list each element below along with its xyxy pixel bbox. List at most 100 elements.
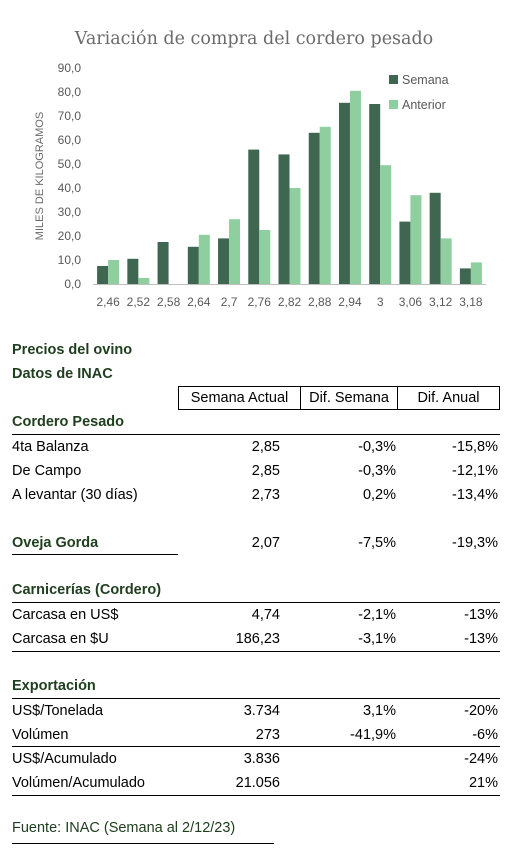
y-axis-label: MILES DE KILOGRAMOS xyxy=(34,112,46,240)
x-tick-label: 2,46 xyxy=(96,295,120,309)
cell-dif-anual: -13,4% xyxy=(452,487,498,503)
cell-dif-anual: -6% xyxy=(472,727,498,743)
cell-dif-anual: -13% xyxy=(464,607,498,623)
bar-semana xyxy=(369,104,381,284)
table-row: Volúmen 273 -41,9% -6% xyxy=(12,724,500,746)
x-tick-label: 2,58 xyxy=(157,295,181,309)
cell-dif-anual: -20% xyxy=(464,703,498,719)
x-tick-label: 3,06 xyxy=(399,295,423,309)
bar-anterior xyxy=(410,195,422,284)
x-tick-label: 3,18 xyxy=(459,295,483,309)
bar-semana xyxy=(97,266,109,284)
section-cordero-pesado: Cordero Pesado xyxy=(12,414,124,430)
section-exportacion: Exportación xyxy=(12,678,96,694)
legend-swatch-semana xyxy=(389,75,398,84)
cell-dif-semana: 3,1% xyxy=(362,703,396,719)
cell-actual: 21.056 xyxy=(235,775,280,791)
y-tick-label: 20,0 xyxy=(58,229,82,243)
bar-semana xyxy=(308,132,320,284)
bar-semana xyxy=(248,149,260,284)
x-tick-label: 2,64 xyxy=(187,295,211,309)
cell-dif-anual: -15,8% xyxy=(452,439,498,455)
table-row: A levantar (30 días) 2,73 0,2% -13,4% xyxy=(12,484,500,506)
row-label: US$/Tonelada xyxy=(12,703,104,719)
y-tick-label: 10,0 xyxy=(58,253,82,267)
x-tick-label: 2,76 xyxy=(248,295,272,309)
cell-dif-anual: -13% xyxy=(464,631,498,647)
row-label: Volúmen/Acumulado xyxy=(12,775,145,791)
row-label: Carcasa en $U xyxy=(12,631,109,647)
cell-dif-anual: -24% xyxy=(464,751,498,767)
legend-swatch-anterior xyxy=(389,100,398,109)
table-row: 4ta Balanza 2,85 -0,3% -15,8% xyxy=(12,436,500,458)
table-row: De Campo 2,85 -0,3% -12,1% xyxy=(12,460,500,482)
y-tick-label: 40,0 xyxy=(58,181,82,195)
table-row-oveja-gorda: Oveja Gorda 2,07 -7,5% -19,3% xyxy=(12,532,500,554)
section-oveja-gorda: Oveja Gorda xyxy=(12,535,99,551)
cell-actual: 2,73 xyxy=(251,487,280,503)
legend-label-semana: Semana xyxy=(402,73,449,87)
cell-dif-semana: -0,3% xyxy=(358,463,396,479)
bar-semana xyxy=(127,258,139,284)
x-tick-label: 3,12 xyxy=(429,295,453,309)
bar-semana xyxy=(187,246,199,284)
cell-dif-semana: -0,3% xyxy=(358,439,396,455)
bar-semana xyxy=(157,242,169,284)
y-tick-label: 80,0 xyxy=(58,85,82,99)
x-tick-label: 2,88 xyxy=(308,295,332,309)
bar-anterior xyxy=(108,260,120,284)
cell-actual: 186,23 xyxy=(235,631,280,647)
header-dif-semana: Dif. Semana xyxy=(300,386,398,410)
bar-semana xyxy=(459,268,471,284)
row-label: Volúmen xyxy=(12,727,69,743)
bar-semana xyxy=(429,192,441,284)
bar-semana xyxy=(278,154,290,284)
bar-anterior xyxy=(259,230,271,284)
bar-anterior xyxy=(289,188,301,284)
y-tick-label: 50,0 xyxy=(58,157,82,171)
x-tick-label: 2,52 xyxy=(127,295,151,309)
section-divider xyxy=(12,554,178,555)
cell-dif-semana: -41,9% xyxy=(350,727,396,743)
cell-dif-anual: -19,3% xyxy=(452,535,498,551)
section-divider xyxy=(12,602,500,603)
x-tick-label: 2,94 xyxy=(338,295,362,309)
cell-actual: 2,85 xyxy=(251,439,280,455)
table-subtitle: Datos de INAC xyxy=(12,366,113,382)
y-tick-label: 60,0 xyxy=(58,133,82,147)
cell-actual: 4,74 xyxy=(251,607,280,623)
row-label: US$/Acumulado xyxy=(12,751,117,767)
table-title: Precios del ovino xyxy=(12,342,133,358)
section-divider xyxy=(12,434,500,435)
header-semana-actual: Semana Actual xyxy=(178,386,301,410)
cell-actual: 273 xyxy=(255,727,280,743)
table-row: Volúmen/Acumulado 21.056 21% xyxy=(12,772,500,794)
y-tick-label: 0,0 xyxy=(64,277,81,291)
row-label: Carcasa en US$ xyxy=(12,607,119,623)
x-tick-label: 2,82 xyxy=(278,295,302,309)
row-label: 4ta Balanza xyxy=(12,439,89,455)
bar-anterior xyxy=(349,90,361,284)
section-divider xyxy=(12,698,500,699)
bar-chart: Variación de compra del cordero pesado MI… xyxy=(0,0,508,330)
cell-dif-anual: -12,1% xyxy=(452,463,498,479)
cell-actual: 2,07 xyxy=(251,535,280,551)
cell-actual: 2,85 xyxy=(251,463,280,479)
bar-semana xyxy=(399,221,411,284)
bar-anterior xyxy=(198,234,210,284)
table-row: Carcasa en US$ 4,74 -2,1% -13% xyxy=(12,604,500,626)
cell-actual: 3.734 xyxy=(243,703,280,719)
section-divider xyxy=(12,746,500,747)
section-divider xyxy=(12,651,500,652)
bar-semana xyxy=(338,102,350,284)
table-row: Carcasa en $U 186,23 -3,1% -13% xyxy=(12,628,500,650)
x-tick-label: 3 xyxy=(377,295,384,309)
section-carnicerias: Carnicerías (Cordero) xyxy=(12,582,162,598)
header-dif-anual: Dif. Anual xyxy=(397,386,500,410)
bar-semana xyxy=(218,238,230,284)
y-tick-label: 90,0 xyxy=(58,61,82,75)
row-label: De Campo xyxy=(12,463,82,479)
bar-anterior xyxy=(380,165,392,284)
legend-label-anterior: Anterior xyxy=(402,98,446,112)
chart-title: Variación de compra del cordero pesado xyxy=(74,29,433,49)
